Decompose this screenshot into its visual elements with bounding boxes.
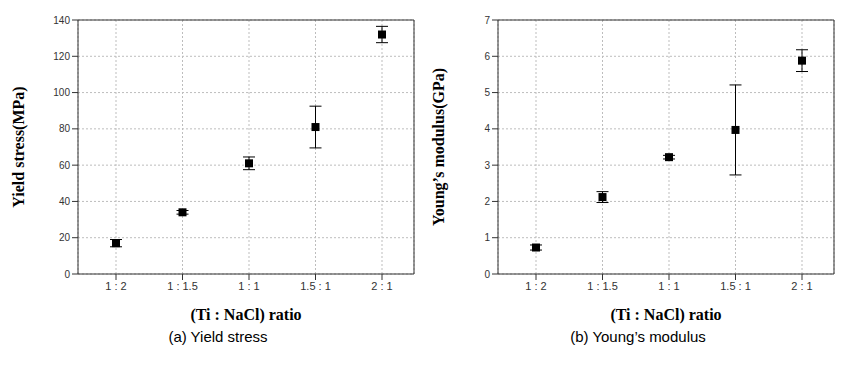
svg-text:6: 6: [484, 51, 490, 62]
svg-text:120: 120: [53, 51, 70, 62]
svg-text:1 : 1.5: 1 : 1.5: [587, 280, 618, 292]
svg-text:1 : 2: 1 : 2: [525, 280, 546, 292]
svg-text:0: 0: [64, 269, 70, 280]
svg-text:(Ti : NaCl) ratio: (Ti : NaCl) ratio: [610, 306, 721, 324]
svg-text:1: 1: [484, 232, 490, 243]
svg-text:20: 20: [59, 232, 71, 243]
svg-text:40: 40: [59, 196, 71, 207]
svg-text:1 : 1: 1 : 1: [658, 280, 679, 292]
svg-text:Yield stress(MPa): Yield stress(MPa): [10, 86, 28, 207]
svg-text:5: 5: [484, 87, 490, 98]
svg-text:60: 60: [59, 160, 71, 171]
svg-text:4: 4: [484, 123, 490, 134]
svg-text:(Ti : NaCl) ratio: (Ti : NaCl) ratio: [190, 306, 301, 324]
svg-text:1.5 : 1: 1.5 : 1: [300, 280, 331, 292]
svg-text:2 : 1: 2 : 1: [371, 280, 392, 292]
svg-text:80: 80: [59, 123, 71, 134]
svg-text:2 : 1: 2 : 1: [791, 280, 812, 292]
svg-text:1.5 : 1: 1.5 : 1: [720, 280, 751, 292]
svg-text:Young’s modulus(GPa): Young’s modulus(GPa): [430, 68, 448, 226]
svg-text:100: 100: [53, 87, 70, 98]
html-text:(a) Yield stress: (a) Yield stress: [168, 328, 268, 345]
svg-text:2: 2: [484, 196, 490, 207]
svg-text:7: 7: [484, 15, 490, 26]
html-text:(b) Young’s modulus: (b) Young’s modulus: [570, 328, 706, 345]
svg-text:1 : 1.5: 1 : 1.5: [167, 280, 198, 292]
svg-text:140: 140: [53, 15, 70, 26]
svg-text:1 : 1: 1 : 1: [238, 280, 259, 292]
svg-text:3: 3: [484, 160, 490, 171]
svg-text:0: 0: [484, 269, 490, 280]
svg-text:1 : 2: 1 : 2: [105, 280, 126, 292]
